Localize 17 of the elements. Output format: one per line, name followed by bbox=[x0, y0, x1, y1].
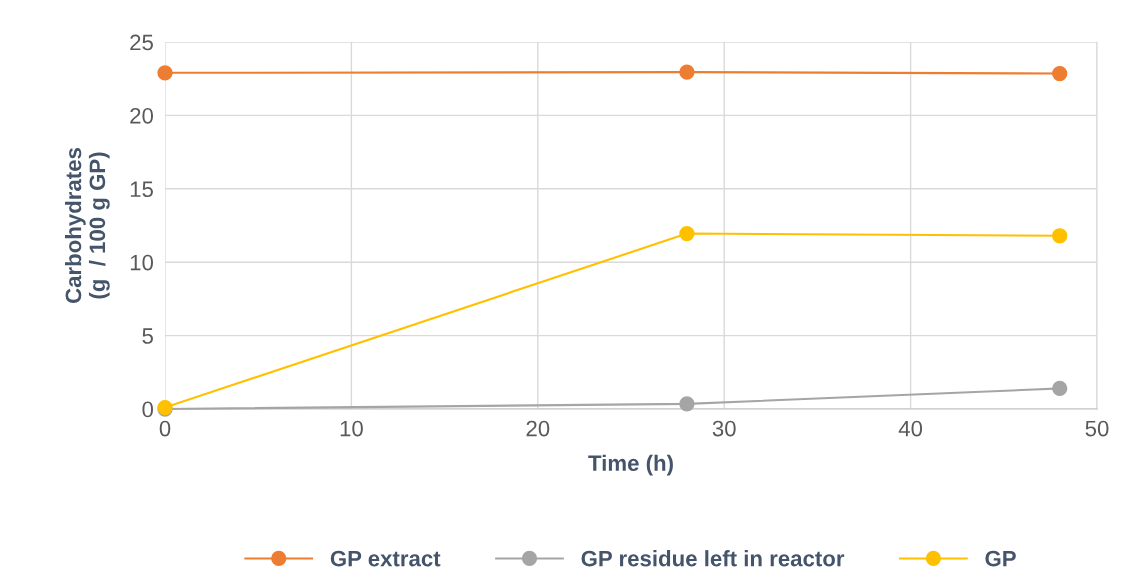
y-tick-label: 15 bbox=[130, 181, 153, 198]
y-axis-title: Carbohydrates (g / 100 g GP) bbox=[64, 147, 110, 303]
legend-label: GP residue left in reactor bbox=[581, 550, 845, 567]
y-tick-label: 20 bbox=[130, 107, 154, 124]
legend-label: GP bbox=[985, 550, 1016, 567]
x-tick-label: 10 bbox=[340, 420, 363, 437]
y-tick-label: 5 bbox=[142, 328, 153, 344]
x-tick-label: 50 bbox=[1085, 420, 1109, 437]
y-tick-label: 10 bbox=[130, 254, 154, 271]
x-axis-title: Time (h) bbox=[588, 454, 673, 476]
y-tick-label: 0 bbox=[142, 401, 154, 418]
x-tick-label: 0 bbox=[159, 420, 171, 437]
x-tick-label: 20 bbox=[526, 420, 550, 437]
legend-label: GP extract bbox=[330, 550, 441, 567]
y-tick-label: 25 bbox=[130, 34, 153, 51]
x-tick-label: 30 bbox=[712, 420, 736, 437]
x-tick-label: 40 bbox=[898, 420, 923, 437]
